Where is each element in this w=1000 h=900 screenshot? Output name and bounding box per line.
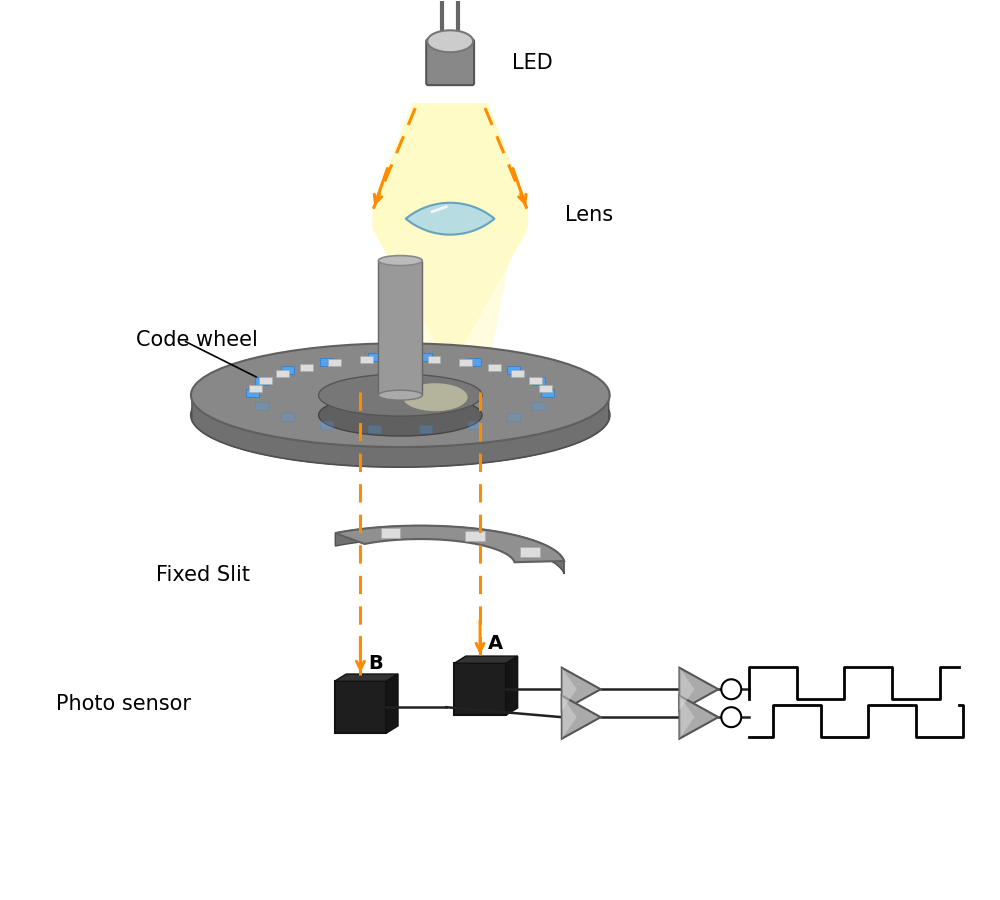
Polygon shape [454, 656, 518, 663]
Polygon shape [562, 696, 577, 739]
Polygon shape [465, 531, 485, 541]
Ellipse shape [319, 394, 482, 436]
Polygon shape [259, 377, 272, 383]
Polygon shape [255, 377, 268, 384]
Polygon shape [562, 668, 601, 711]
Polygon shape [539, 385, 552, 392]
Ellipse shape [319, 374, 482, 416]
Polygon shape [255, 401, 268, 410]
Polygon shape [192, 400, 609, 467]
Polygon shape [378, 261, 422, 395]
Polygon shape [459, 359, 472, 366]
Polygon shape [249, 385, 262, 392]
Polygon shape [246, 389, 259, 397]
Text: Code wheel: Code wheel [136, 330, 258, 350]
Polygon shape [394, 356, 407, 362]
Polygon shape [386, 674, 398, 734]
Polygon shape [520, 547, 540, 557]
Polygon shape [300, 364, 313, 371]
Text: Fixed Slit: Fixed Slit [156, 564, 250, 585]
Polygon shape [468, 421, 481, 428]
Polygon shape [679, 696, 694, 739]
Polygon shape [428, 356, 440, 363]
FancyBboxPatch shape [426, 40, 474, 86]
Polygon shape [328, 359, 341, 366]
Polygon shape [679, 668, 694, 711]
Polygon shape [335, 674, 398, 681]
Ellipse shape [191, 364, 610, 467]
Polygon shape [320, 421, 333, 428]
Polygon shape [507, 413, 520, 420]
Polygon shape [529, 377, 542, 383]
Text: A: A [488, 634, 503, 652]
Polygon shape [679, 668, 718, 711]
Polygon shape [335, 681, 386, 733]
Polygon shape [368, 425, 381, 433]
Ellipse shape [378, 256, 422, 266]
Polygon shape [511, 370, 524, 376]
Polygon shape [419, 353, 432, 361]
Text: Photo sensor: Photo sensor [56, 694, 191, 715]
Polygon shape [281, 413, 294, 420]
Polygon shape [335, 526, 564, 562]
Polygon shape [381, 528, 400, 538]
Polygon shape [406, 202, 495, 235]
Ellipse shape [427, 31, 473, 52]
Polygon shape [507, 365, 520, 374]
Ellipse shape [191, 343, 610, 447]
Polygon shape [488, 364, 501, 371]
Polygon shape [468, 357, 481, 365]
Polygon shape [532, 377, 545, 384]
Polygon shape [419, 425, 432, 433]
Polygon shape [385, 233, 515, 368]
Polygon shape [335, 526, 564, 574]
Polygon shape [532, 401, 545, 410]
Polygon shape [454, 663, 506, 716]
Ellipse shape [378, 391, 422, 401]
Polygon shape [679, 696, 718, 739]
Polygon shape [368, 353, 381, 361]
Polygon shape [506, 656, 518, 716]
Text: LED: LED [512, 53, 553, 73]
Polygon shape [541, 389, 554, 397]
Polygon shape [360, 356, 373, 363]
Polygon shape [562, 668, 577, 711]
Polygon shape [372, 104, 528, 370]
Polygon shape [320, 357, 333, 365]
Text: Lens: Lens [565, 204, 613, 225]
Polygon shape [276, 370, 289, 376]
Circle shape [721, 680, 741, 699]
Polygon shape [562, 696, 601, 739]
Circle shape [721, 707, 741, 727]
Ellipse shape [403, 383, 468, 411]
Polygon shape [281, 365, 294, 374]
Text: B: B [368, 653, 383, 673]
